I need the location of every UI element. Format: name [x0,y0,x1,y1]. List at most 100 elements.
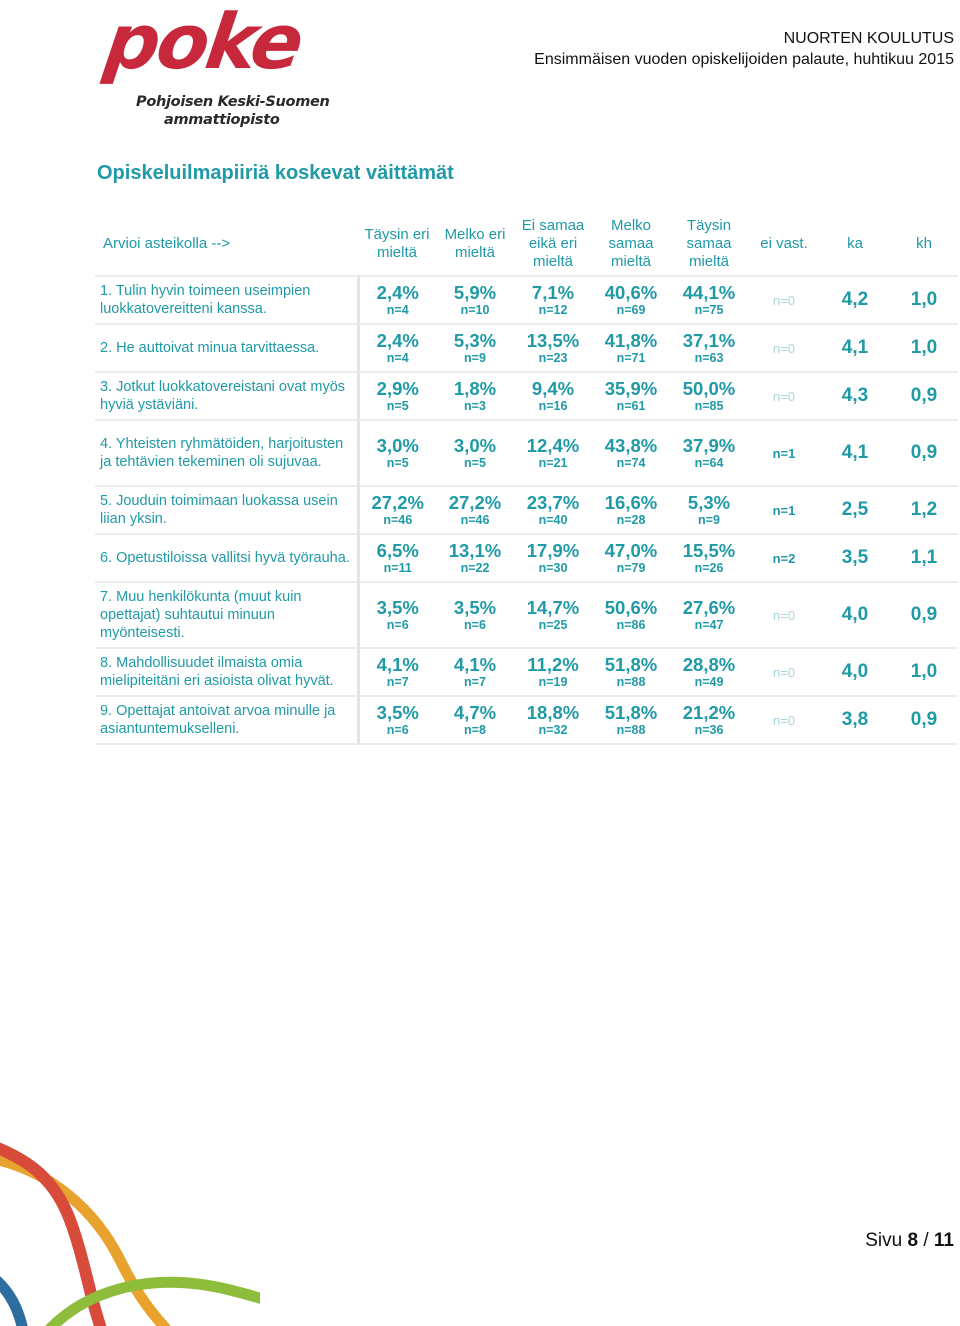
no-answer-cell: n=0 [748,275,820,324]
percent-value: 35,9% [604,378,658,399]
no-answer-cell: n=0 [748,647,820,696]
count-value: n=9 [698,513,720,527]
mean-cell: 4,1 [820,323,890,372]
count-value: n=75 [694,303,724,317]
column-header: Arvioi asteikolla --> [103,234,231,252]
percent-value: 12,4% [526,435,580,456]
table-row: 1. Tulin hyvin toimeen useimpien luokkat… [95,275,958,324]
count-value: n=8 [464,723,486,737]
percent-value: 13,1% [448,540,502,561]
response-cell: 27,2% n=46 [436,485,514,534]
response-cell: 43,8% n=74 [592,419,670,486]
response-cell: 12,4% n=21 [514,419,592,486]
question-cell: 2. He auttoivat minua tarvittaessa. [95,323,360,372]
response-cell: 4,1% n=7 [436,647,514,696]
response-cell: 11,2% n=19 [514,647,592,696]
page-number: Sivu 8 / 11 [865,1230,954,1251]
poke-logo: poke Pohjoisen Keski-Suomen ammattiopist… [100,0,330,133]
percent-value: 44,1% [682,282,736,303]
question-cell: 4. Yhteisten ryhmätöiden, harjoitusten j… [95,419,360,486]
question-cell: 1. Tulin hyvin toimeen useimpien luokkat… [95,275,360,324]
count-value: n=46 [383,513,413,527]
response-cell: 37,1% n=63 [670,323,748,372]
response-cell: 6,5% n=11 [358,533,436,582]
count-value: n=19 [538,675,568,689]
count-value: n=6 [386,618,409,632]
percent-value: 3,5% [376,597,419,618]
count-value: n=88 [616,723,646,737]
response-cell: 44,1% n=75 [670,275,748,324]
response-cell: 1,8% n=3 [436,371,514,420]
response-cell: 5,9% n=10 [436,275,514,324]
percent-value: 5,9% [453,282,497,303]
no-answer-cell: n=0 [748,581,820,648]
response-cell: 3,5% n=6 [436,581,514,648]
stdev-cell: 1,0 [890,323,958,372]
stdev-cell: 1,1 [890,533,958,582]
percent-value: 2,9% [376,378,419,399]
response-cell: 17,9% n=30 [514,533,592,582]
count-value: n=26 [694,561,724,575]
logo-wordmark: poke [99,0,307,86]
percent-value: 23,7% [526,492,580,513]
response-cell: 51,8% n=88 [592,695,670,745]
count-value: n=7 [464,675,486,689]
percent-value: 41,8% [604,330,658,351]
no-answer-cell: n=1 [748,419,820,486]
question-cell: 7. Muu henkilökunta (muut kuin opettajat… [95,581,360,648]
response-cell: 14,7% n=25 [514,581,592,648]
response-cell: 9,4% n=16 [514,371,592,420]
response-cell: 5,3% n=9 [436,323,514,372]
response-cell: 13,1% n=22 [436,533,514,582]
column-header: ka [847,234,863,252]
response-cell: 51,8% n=88 [592,647,670,696]
count-value: n=21 [538,456,568,470]
percent-value: 27,2% [448,492,502,513]
response-cell: 23,7% n=40 [514,485,592,534]
document-header: NUORTEN KOULUTUS Ensimmäisen vuoden opis… [534,28,954,70]
response-cell: 47,0% n=79 [592,533,670,582]
percent-value: 14,7% [526,597,580,618]
count-value: n=23 [538,351,568,365]
percent-value: 47,0% [604,540,658,561]
question-cell: 3. Jotkut luokkatovereistani ovat myös h… [95,371,360,420]
no-answer-cell: n=1 [748,485,820,534]
response-cell: 41,8% n=71 [592,323,670,372]
column-header: Täysin samaa mieltä [686,216,732,270]
percent-value: 37,9% [682,435,736,456]
response-cell: 7,1% n=12 [514,275,592,324]
response-cell: 50,0% n=85 [670,371,748,420]
count-value: n=36 [694,723,724,737]
stdev-cell: 0,9 [890,419,958,486]
response-cell: 35,9% n=61 [592,371,670,420]
percent-value: 4,7% [453,702,497,723]
response-cell: 2,4% n=4 [358,323,436,372]
response-cell: 15,5% n=26 [670,533,748,582]
count-value: n=10 [460,303,490,317]
percent-value: 37,1% [682,330,736,351]
count-value: n=61 [616,399,646,413]
count-value: n=7 [386,675,409,689]
table-header-row: Arvioi asteikolla --> Täysin eri mieltä … [95,212,958,276]
percent-value: 4,1% [453,654,497,675]
count-value: n=74 [616,456,646,470]
count-value: n=64 [694,456,724,470]
count-value: n=69 [616,303,646,317]
no-answer-cell: n=2 [748,533,820,582]
column-header: kh [916,234,932,252]
table-row: 3. Jotkut luokkatovereistani ovat myös h… [95,371,958,420]
no-answer-cell: n=0 [748,695,820,745]
count-value: n=79 [616,561,646,575]
mean-cell: 4,1 [820,419,890,486]
section-title: Opiskeluilmapiiriä koskevat väittämät [97,162,454,184]
response-cell: 37,9% n=64 [670,419,748,486]
count-value: n=6 [386,723,409,737]
stdev-cell: 0,9 [890,695,958,745]
stdev-cell: 0,9 [890,581,958,648]
question-cell: 5. Jouduin toimimaan luokassa usein liia… [95,485,360,534]
table-row: 6. Opetustiloissa vallitsi hyvä työrauha… [95,533,958,582]
count-value: n=46 [460,513,490,527]
header-subtitle: Ensimmäisen vuoden opiskelijoiden palaut… [534,51,954,68]
percent-value: 7,1% [531,282,575,303]
count-value: n=16 [538,399,568,413]
